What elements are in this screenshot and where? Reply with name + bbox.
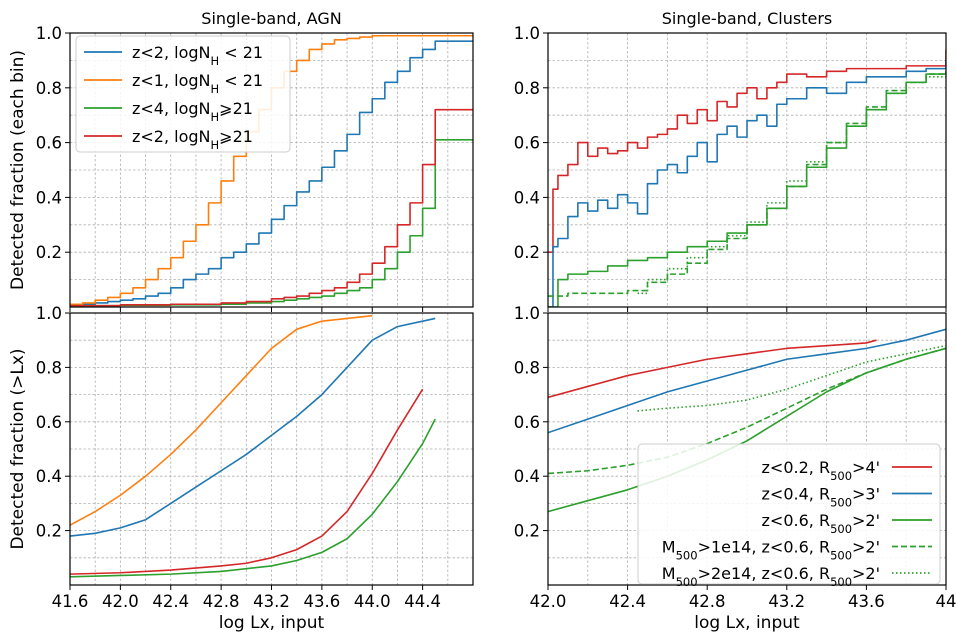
- y-axis-label: Detected fraction (each bin): [8, 50, 28, 290]
- series-line-green-dashed: [548, 71, 946, 297]
- x-tick-label: 44.0: [354, 592, 391, 611]
- y-tick-label: 0.6: [36, 413, 62, 432]
- legend-box: [637, 443, 941, 585]
- x-tick-label: 42.8: [689, 592, 726, 611]
- series-line-blue-solid: [548, 328, 946, 434]
- series-line-green-dotted: [637, 344, 946, 412]
- y-tick-label: 0.2: [36, 243, 62, 262]
- panel-title: Single-band, Clusters: [662, 9, 833, 28]
- y-tick-label: 1.0: [514, 24, 540, 43]
- series-line-red: [70, 108, 473, 307]
- y-tick-label: 0.2: [514, 522, 540, 541]
- legend-box: [75, 35, 291, 153]
- series-line-red: [70, 388, 424, 575]
- series-group: [70, 314, 436, 578]
- panel-agn_cum: 1.0 0.8 0.6 0.4 0.2 41.6 42.0 42.4 42.8 43.2 43.6 4…: [8, 304, 474, 633]
- y-tick-label: 1.0: [36, 304, 62, 323]
- y-tick-label: 0.2: [514, 243, 540, 262]
- panel-agn_bin: 1.0 0.8 0.6 0.4 0.2 Single-band, AGN Detected …: [8, 9, 474, 312]
- x-tick-label: 42.8: [203, 592, 240, 611]
- y-tick-label: 0.2: [36, 522, 62, 541]
- y-tick-label: 0.6: [514, 413, 540, 432]
- y-tick-label: 0.8: [36, 79, 62, 98]
- panel-clusters_cum: 1.0 0.8 0.6 0.4 0.2 42.0 42.4 42.8 43.2 43.6 44 log…: [514, 304, 956, 633]
- panel-title: Single-band, AGN: [201, 9, 341, 28]
- x-axis-label: log Lx, input: [219, 613, 325, 633]
- legend-label: M500>2e14, z<0.6, R500>2': [662, 564, 880, 589]
- axes-frame: [547, 32, 947, 308]
- panel-clusters_bin: 1.0 0.8 0.6 0.4 0.2 Single-band, Clusters: [514, 9, 947, 312]
- legend-label: z<2, logNH⩾21: [132, 127, 253, 152]
- series-line-orange: [70, 34, 473, 306]
- legend-label: z<0.6, R500>2': [762, 511, 880, 536]
- x-axis-label: log Lx, input: [694, 613, 800, 633]
- series-group: [70, 34, 473, 307]
- x-tick-label: 42.4: [609, 592, 646, 611]
- x-tick-label: 43.6: [304, 592, 341, 611]
- y-tick-label: 0.6: [36, 134, 62, 153]
- x-tick-label: 43.2: [768, 592, 805, 611]
- series-line-blue-solid: [548, 60, 946, 307]
- y-tick-label: 0.4: [514, 188, 540, 207]
- x-tick-label: 43.6: [848, 592, 885, 611]
- legend-label: z<1, logNH < 21: [132, 71, 263, 96]
- legend-label: M500>1e14, z<0.6, R500>2': [662, 538, 880, 563]
- series-line-orange: [70, 314, 373, 526]
- legend: z<0.2, R500>4'z<0.4, R500>3'z<0.6, R500>…: [637, 443, 941, 589]
- legend-label: z<4, logNH⩾21: [132, 99, 253, 124]
- x-tick-label: 43.2: [253, 592, 290, 611]
- y-tick-label: 0.8: [514, 358, 540, 377]
- y-tick-label: 0.4: [36, 188, 62, 207]
- y-tick-label: 0.4: [36, 467, 62, 486]
- grid: [70, 313, 473, 585]
- x-tick-label: 44: [936, 592, 956, 611]
- axes-frame: [547, 312, 947, 586]
- y-tick-label: 1.0: [514, 304, 540, 323]
- series-group: [548, 49, 946, 307]
- y-tick-label: 0.6: [514, 134, 540, 153]
- series-line-green-dotted: [637, 71, 946, 295]
- legend-label: z<2, logNH < 21: [132, 43, 263, 68]
- legend-label: z<0.4, R500>3': [762, 485, 880, 510]
- x-tick-label: 42.0: [530, 592, 567, 611]
- series-line-red-solid: [548, 49, 946, 253]
- series-line-green: [70, 139, 473, 307]
- y-axis-label: Detected fraction (>Lx): [8, 348, 28, 549]
- y-tick-label: 0.8: [36, 358, 62, 377]
- x-tick-label: 42.0: [102, 592, 139, 611]
- series-line-green-dashed: [548, 347, 946, 475]
- series-group: [548, 328, 946, 513]
- legend: z<2, logNH < 21 z<1, logNH < 21 z<4, logNH…: [75, 35, 291, 153]
- legend-label: z<0.2, R500>4': [762, 458, 880, 483]
- series-line-red-solid: [548, 339, 877, 399]
- x-tick-label: 44.4: [404, 592, 441, 611]
- y-tick-label: 0.4: [514, 467, 540, 486]
- y-tick-label: 0.8: [514, 79, 540, 98]
- x-tick-label: 41.6: [52, 592, 89, 611]
- y-tick-label: 1.0: [36, 24, 62, 43]
- x-tick-label: 42.4: [152, 592, 189, 611]
- series-line-green: [70, 418, 436, 578]
- series-line-blue: [70, 317, 436, 537]
- series-line-blue: [70, 40, 473, 306]
